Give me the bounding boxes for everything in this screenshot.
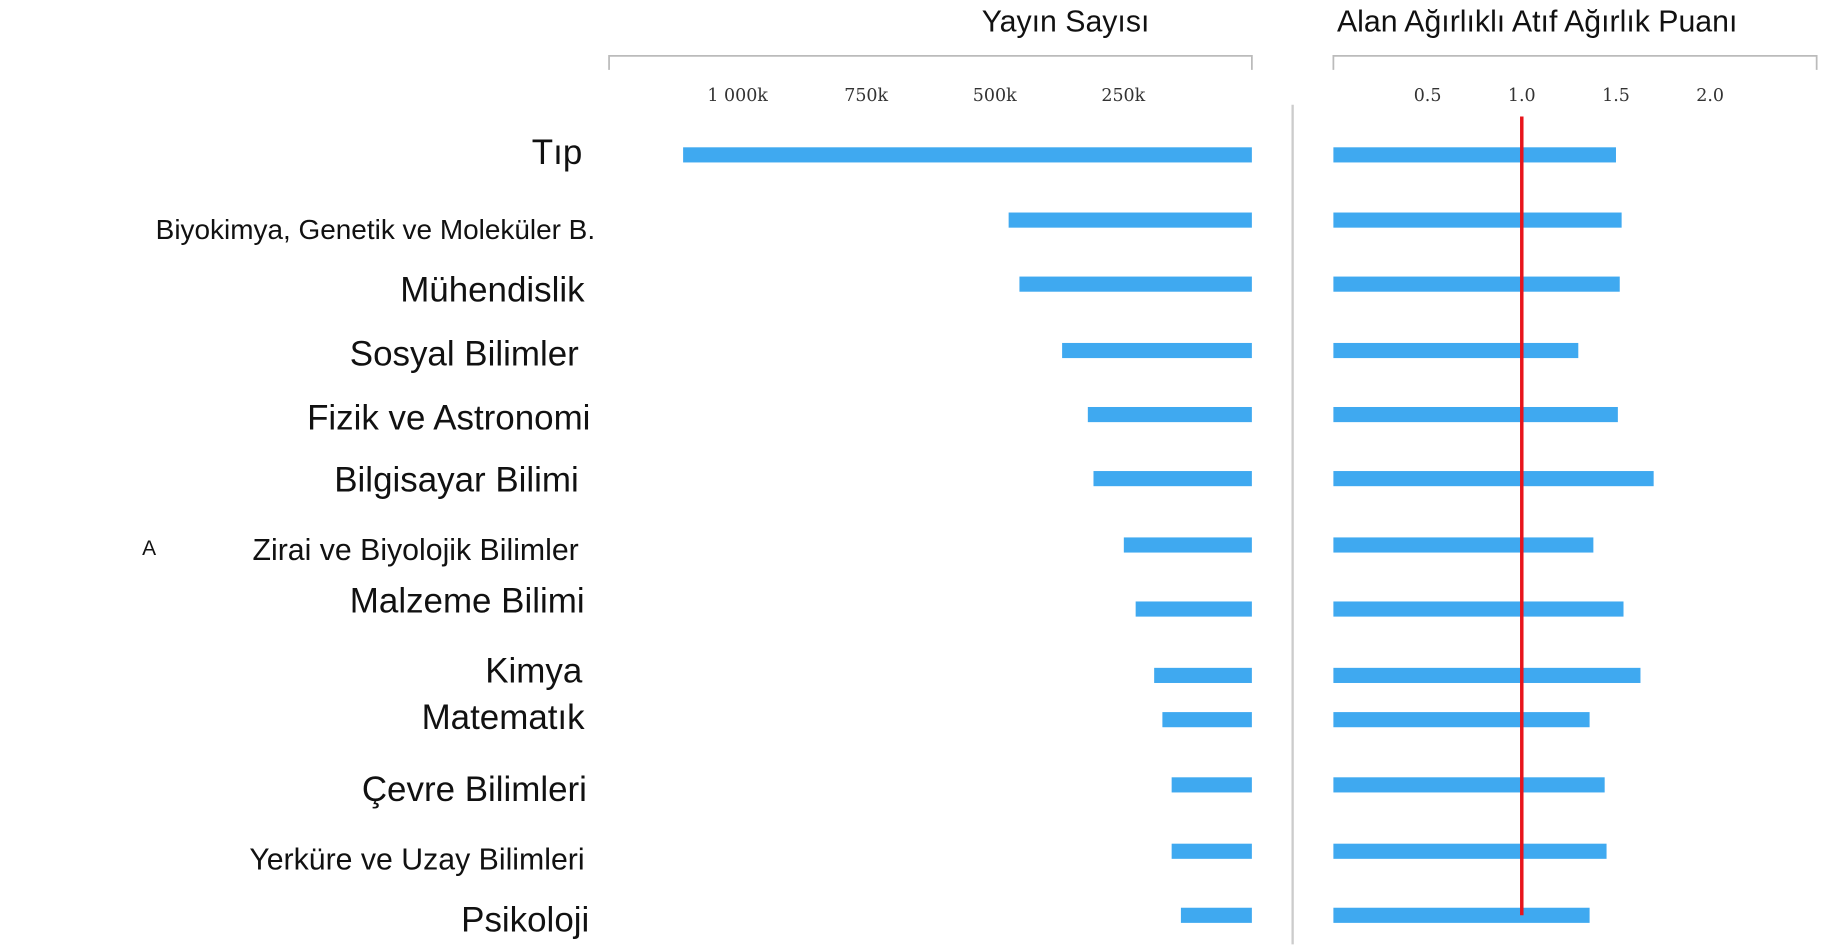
- x-tick-label: 0.5: [1414, 86, 1442, 106]
- bar: [1062, 342, 1252, 359]
- bar: [1333, 147, 1616, 163]
- bar: [1333, 342, 1579, 359]
- axis-line: [1332, 55, 1818, 70]
- category-label: Kimya: [485, 651, 583, 690]
- bar: [1093, 471, 1252, 487]
- x-tick-label: 1 000k: [707, 86, 768, 106]
- category-label: Mühendislik: [400, 271, 585, 310]
- bar: [1333, 212, 1622, 228]
- bar: [1135, 601, 1252, 617]
- bar: [1171, 843, 1252, 859]
- bar: [1333, 712, 1590, 728]
- category-label: Sosyal Bilimler: [350, 335, 579, 374]
- bar: [1333, 777, 1605, 793]
- category-label: Psikoloji: [461, 901, 589, 940]
- bar: [1162, 712, 1252, 728]
- bar: [1333, 907, 1590, 923]
- bar: [1087, 406, 1252, 423]
- bar: [1333, 843, 1607, 859]
- bar: [1154, 667, 1252, 683]
- category-label: Yerküre ve Uzay Bilimleri: [249, 844, 584, 877]
- bar: [1008, 212, 1252, 228]
- x-tick-label: 1.5: [1602, 86, 1630, 106]
- bar: [1019, 276, 1252, 292]
- bar: [1333, 537, 1594, 553]
- category-label: Matematık: [422, 698, 586, 737]
- category-label: Çevre Bilimleri: [362, 770, 587, 809]
- bar: [1333, 667, 1641, 683]
- bar: [1333, 601, 1624, 617]
- category-label: Tıp: [532, 133, 582, 172]
- category-label: Bilgisayar Bilimi: [334, 460, 579, 499]
- annotation: A: [142, 537, 156, 560]
- left-title: Yayın Sayısı: [982, 5, 1150, 38]
- bar: [1333, 406, 1618, 423]
- category-label: Fizik ve Astronomi: [307, 399, 590, 438]
- bar: [1171, 777, 1252, 793]
- bar: [1123, 537, 1252, 553]
- axis-line: [608, 55, 1253, 70]
- category-label: Zirai ve Biyolojik Bilimler: [253, 534, 579, 567]
- right-title: Alan Ağırlıklı Atıf Ağırlık Puanı: [1337, 5, 1737, 38]
- x-tick-label: 250k: [1101, 86, 1145, 106]
- category-label: Biyokimya, Genetik ve Moleküler B.: [156, 214, 595, 245]
- bar: [1333, 471, 1654, 487]
- x-tick-label: 2.0: [1696, 86, 1724, 106]
- bar: [1333, 276, 1620, 292]
- x-tick-label: 500k: [973, 86, 1017, 106]
- bar: [1180, 907, 1252, 923]
- x-tick-label: 1.0: [1508, 86, 1536, 106]
- bar: [683, 147, 1252, 163]
- category-label: Malzeme Bilimi: [350, 581, 585, 620]
- x-tick-label: 750k: [844, 86, 888, 106]
